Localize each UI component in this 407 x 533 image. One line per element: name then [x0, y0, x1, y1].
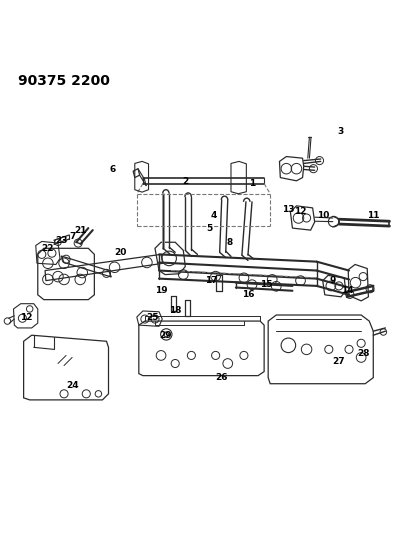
Text: 23: 23	[55, 236, 68, 245]
Text: 26: 26	[215, 373, 228, 382]
Text: 12: 12	[20, 312, 33, 321]
Text: 13: 13	[282, 205, 295, 214]
Text: 29: 29	[160, 330, 172, 340]
Text: 90375 2200: 90375 2200	[18, 75, 109, 88]
Text: 27: 27	[333, 357, 345, 366]
Text: 8: 8	[227, 238, 233, 247]
Text: 10: 10	[317, 212, 329, 221]
Text: 18: 18	[169, 306, 182, 316]
Text: 16: 16	[242, 290, 254, 300]
Text: 14: 14	[341, 286, 353, 295]
Text: 9: 9	[330, 276, 336, 285]
Text: 11: 11	[367, 212, 379, 221]
Text: 17: 17	[205, 276, 218, 285]
Text: 15: 15	[260, 280, 272, 289]
Text: 5: 5	[206, 224, 213, 232]
Text: 20: 20	[114, 248, 127, 257]
Text: 21: 21	[74, 225, 86, 235]
Text: 28: 28	[357, 349, 370, 358]
Text: 6: 6	[109, 165, 116, 174]
Text: 4: 4	[210, 212, 217, 221]
Text: 24: 24	[66, 381, 79, 390]
Text: 7: 7	[69, 232, 75, 241]
Text: 1: 1	[249, 179, 255, 188]
Text: 19: 19	[155, 286, 167, 295]
Text: 2: 2	[182, 177, 188, 186]
Text: 3: 3	[338, 126, 344, 135]
Text: 25: 25	[147, 312, 159, 321]
Text: 22: 22	[42, 244, 54, 253]
Text: 12: 12	[294, 207, 307, 216]
